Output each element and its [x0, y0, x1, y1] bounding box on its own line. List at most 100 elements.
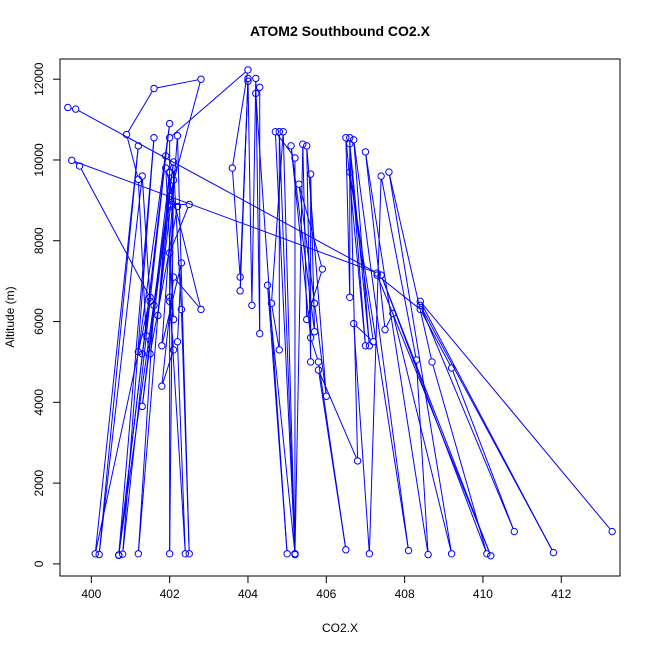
- y-tick-label: 0: [32, 560, 46, 567]
- y-tick-label: 2000: [32, 469, 46, 496]
- data-point: [135, 551, 141, 557]
- data-point: [151, 85, 157, 91]
- data-point: [65, 104, 71, 110]
- data-point: [280, 129, 286, 135]
- data-point: [198, 76, 204, 82]
- data-point: [351, 320, 357, 326]
- series-segment: [382, 278, 489, 553]
- data-point: [307, 359, 313, 365]
- series-segment: [422, 304, 610, 529]
- data-point: [288, 143, 294, 149]
- data-point: [488, 553, 494, 559]
- y-axis: 0 2000 4000 6000 8000 10000 12000: [32, 62, 60, 567]
- data-point: [382, 326, 388, 332]
- series-segment: [279, 135, 294, 552]
- data-point: [264, 282, 270, 288]
- data-point: [237, 288, 243, 294]
- data-point: [116, 552, 122, 558]
- data-point: [296, 181, 302, 187]
- data-point: [362, 149, 368, 155]
- data-point: [343, 135, 349, 141]
- data-point: [174, 133, 180, 139]
- data-point: [229, 165, 235, 171]
- data-point: [347, 294, 353, 300]
- series-segment: [252, 82, 256, 303]
- data-point: [323, 393, 329, 399]
- data-point: [139, 403, 145, 409]
- data-series: [65, 67, 616, 559]
- x-tick-label: 410: [473, 587, 493, 601]
- series-segment: [75, 161, 374, 271]
- data-point: [151, 135, 157, 141]
- series-segment: [268, 288, 295, 550]
- data-point: [96, 551, 102, 557]
- data-point: [257, 84, 263, 90]
- data-point: [72, 106, 78, 112]
- series-segment: [453, 371, 513, 529]
- y-axis-label: Altitude (m): [3, 286, 17, 347]
- data-point: [315, 367, 321, 373]
- data-point: [425, 551, 431, 557]
- data-point: [276, 347, 282, 353]
- data-point: [343, 547, 349, 553]
- series-segment: [386, 316, 391, 326]
- data-point: [245, 67, 251, 73]
- data-point: [307, 171, 313, 177]
- series-segment: [272, 135, 283, 300]
- data-point: [69, 157, 75, 163]
- y-tick-label: 8000: [32, 227, 46, 254]
- series-segment: [123, 159, 165, 551]
- data-point: [386, 169, 392, 175]
- data-point: [284, 551, 290, 557]
- data-point: [159, 343, 165, 349]
- data-point: [354, 458, 360, 464]
- series-segment: [354, 327, 369, 551]
- data-point: [405, 547, 411, 553]
- data-point: [182, 551, 188, 557]
- series-segment: [312, 341, 318, 359]
- series-segment: [380, 277, 418, 307]
- data-point: [484, 551, 490, 557]
- x-tick-label: 412: [551, 587, 571, 601]
- series-segment: [96, 149, 138, 551]
- data-point: [174, 339, 180, 345]
- data-point: [319, 266, 325, 272]
- data-point: [351, 137, 357, 143]
- data-point: [366, 551, 372, 557]
- series-segment: [157, 80, 198, 88]
- data-point: [159, 383, 165, 389]
- series-segment: [378, 278, 489, 553]
- data-point: [550, 549, 556, 555]
- x-tick-label: 400: [81, 587, 101, 601]
- plot-frame: [60, 59, 620, 576]
- data-point: [429, 359, 435, 365]
- data-point: [249, 302, 255, 308]
- series-segment: [172, 72, 245, 136]
- y-tick-label: 4000: [32, 389, 46, 416]
- x-tick-label: 404: [238, 587, 258, 601]
- data-point: [304, 143, 310, 149]
- series-segment: [319, 373, 345, 546]
- data-point: [448, 551, 454, 557]
- data-point: [257, 330, 263, 336]
- y-tick-label: 12000: [32, 62, 46, 96]
- data-point: [311, 300, 317, 306]
- series-segment: [248, 82, 252, 303]
- x-tick-label: 408: [395, 587, 415, 601]
- series-segment: [99, 149, 138, 551]
- series-segment: [233, 171, 240, 274]
- data-point: [511, 528, 517, 534]
- series-segment: [128, 91, 152, 132]
- series-segment: [346, 141, 350, 294]
- data-point: [366, 343, 372, 349]
- data-point: [166, 120, 172, 126]
- data-point: [253, 75, 259, 81]
- data-point: [378, 173, 384, 179]
- data-point: [147, 351, 153, 357]
- x-tick-label: 406: [316, 587, 336, 601]
- data-point: [311, 328, 317, 334]
- y-tick-label: 10000: [32, 143, 46, 177]
- y-tick-label: 6000: [32, 308, 46, 335]
